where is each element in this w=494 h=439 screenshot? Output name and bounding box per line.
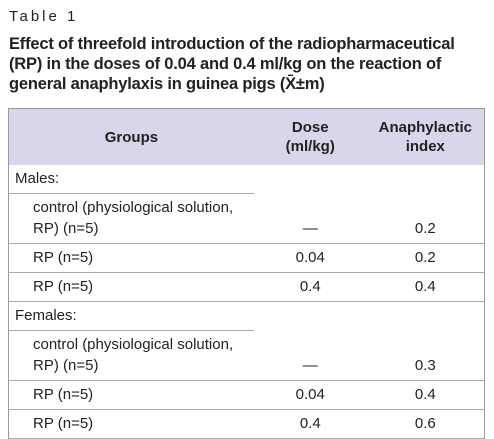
section-label: Females: xyxy=(8,301,254,331)
data-row: control (physiological solution, RP) (n=… xyxy=(8,193,485,244)
empty-cell xyxy=(367,165,485,194)
header-cell: Dose (ml/kg) xyxy=(253,108,367,165)
group-cell: RP (n=5) xyxy=(8,272,254,302)
group-cell: RP (n=5) xyxy=(8,380,254,410)
value-cell: 0.4 xyxy=(253,409,367,439)
section-row: Males: xyxy=(8,165,485,194)
header-row: Groups Dose (ml/kg) Anaphylactic index xyxy=(8,108,485,165)
value-cell: 0.6 xyxy=(366,409,485,439)
value-cell: 0.4 xyxy=(253,272,367,302)
data-row: RP (n=5) 0.4 0.6 xyxy=(8,409,485,439)
value-cell: — xyxy=(253,330,367,381)
value-cell: 0.04 xyxy=(253,243,367,273)
group-cell: control (physiological solution, RP) (n=… xyxy=(8,330,254,381)
header-cell: Anaphylactic index xyxy=(366,108,485,165)
value-cell: — xyxy=(253,193,367,244)
value-cell: 0.04 xyxy=(253,380,367,410)
value-cell: 0.2 xyxy=(366,193,485,244)
value-cell: 0.2 xyxy=(366,243,485,273)
empty-cell xyxy=(254,302,367,331)
value-cell: 0.4 xyxy=(366,380,485,410)
section-label: Males: xyxy=(8,165,254,194)
data-row: RP (n=5) 0.4 0.4 xyxy=(8,272,485,302)
empty-cell xyxy=(367,302,485,331)
header-cell: Groups xyxy=(8,108,254,165)
table-label: Table 1 xyxy=(9,8,79,25)
data-row: RP (n=5) 0.04 0.2 xyxy=(8,243,485,273)
empty-cell xyxy=(254,165,367,194)
value-cell: 0.4 xyxy=(366,272,485,302)
value-cell: 0.3 xyxy=(366,330,485,381)
data-row: control (physiological solution, RP) (n=… xyxy=(8,330,485,381)
table-title: Effect of threefold introduction of the … xyxy=(9,35,455,93)
group-cell: RP (n=5) xyxy=(8,243,254,273)
group-cell: RP (n=5) xyxy=(8,409,254,439)
section-row: Females: xyxy=(8,301,485,331)
data-row: RP (n=5) 0.04 0.4 xyxy=(8,380,485,410)
data-table: Groups Dose (ml/kg) Anaphylactic index Mal… xyxy=(8,108,485,439)
group-cell: control (physiological solution, RP) (n=… xyxy=(8,193,254,244)
